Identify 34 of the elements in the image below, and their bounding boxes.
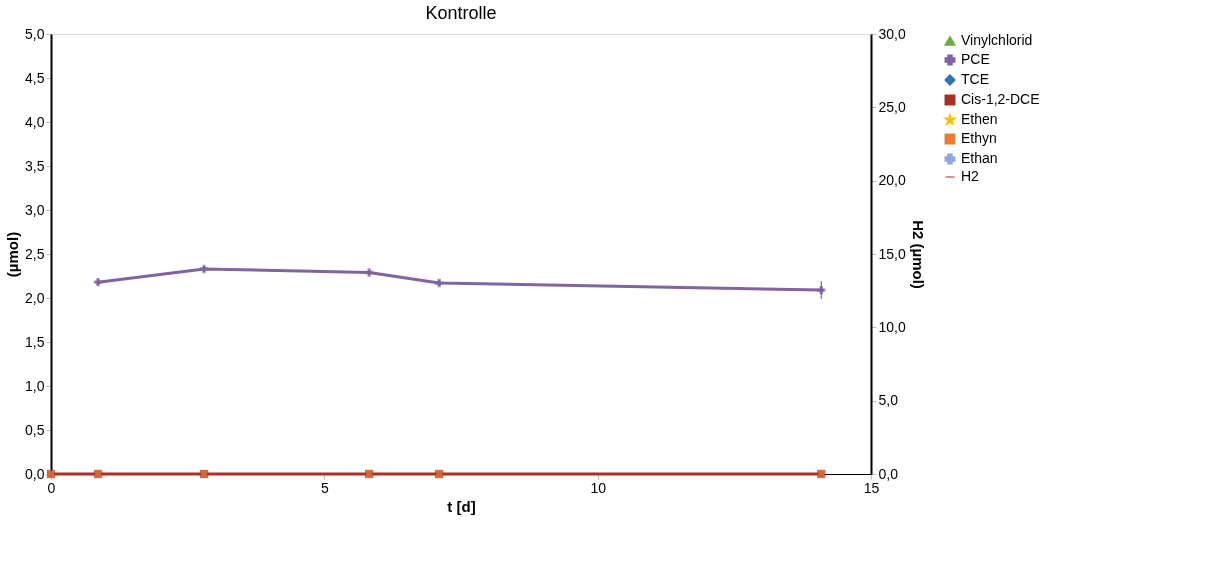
y2-axis-title: H2 (µmol) — [909, 220, 927, 289]
y2-tick-label: 15,0 — [878, 245, 906, 262]
y-tick-label: 4,0 — [25, 113, 45, 130]
y2-tick-label: 25,0 — [878, 98, 906, 115]
y-axis-title: (µmol) — [4, 231, 22, 278]
legend-label: Ethen — [961, 111, 998, 127]
legend-label: H2 — [961, 168, 980, 184]
y-tick-label: 0,0 — [25, 465, 45, 482]
y-tick-label: 5,0 — [25, 25, 45, 42]
y-tick-label: 0,5 — [25, 421, 45, 438]
legend-label: Ethan — [961, 150, 998, 166]
x-tick-label: 10 — [590, 479, 607, 496]
y-tick-label: 3,5 — [25, 157, 45, 174]
y-tick-label: 3,0 — [25, 201, 45, 218]
chart-title: Kontrolle — [425, 3, 497, 23]
y-tick-label: 2,0 — [25, 289, 45, 306]
y2-tick-label: 30,0 — [878, 25, 906, 42]
y2-tick-label: 10,0 — [878, 318, 906, 335]
x-tick-label: 0 — [47, 479, 56, 496]
legend-label: TCE — [961, 71, 989, 87]
legend-label: Cis-1,2-DCE — [961, 91, 1040, 107]
x-tick-label: 5 — [320, 479, 329, 496]
legend-label: Vinylchlorid — [961, 32, 1033, 48]
y-tick-label: 4,5 — [25, 69, 45, 86]
y2-tick-label: 0,0 — [878, 465, 899, 482]
y-tick-label: 1,0 — [25, 377, 45, 394]
y-tick-label: 1,5 — [25, 333, 45, 350]
legend-label: PCE — [961, 51, 990, 67]
y-tick-label: 2,5 — [25, 245, 45, 262]
y2-tick-label: 20,0 — [878, 172, 906, 189]
legend-label: Ethyn — [961, 130, 997, 146]
x-axis-title: t [d] — [447, 497, 476, 515]
x-tick-label: 15 — [863, 479, 880, 496]
y2-tick-label: 5,0 — [878, 392, 899, 409]
